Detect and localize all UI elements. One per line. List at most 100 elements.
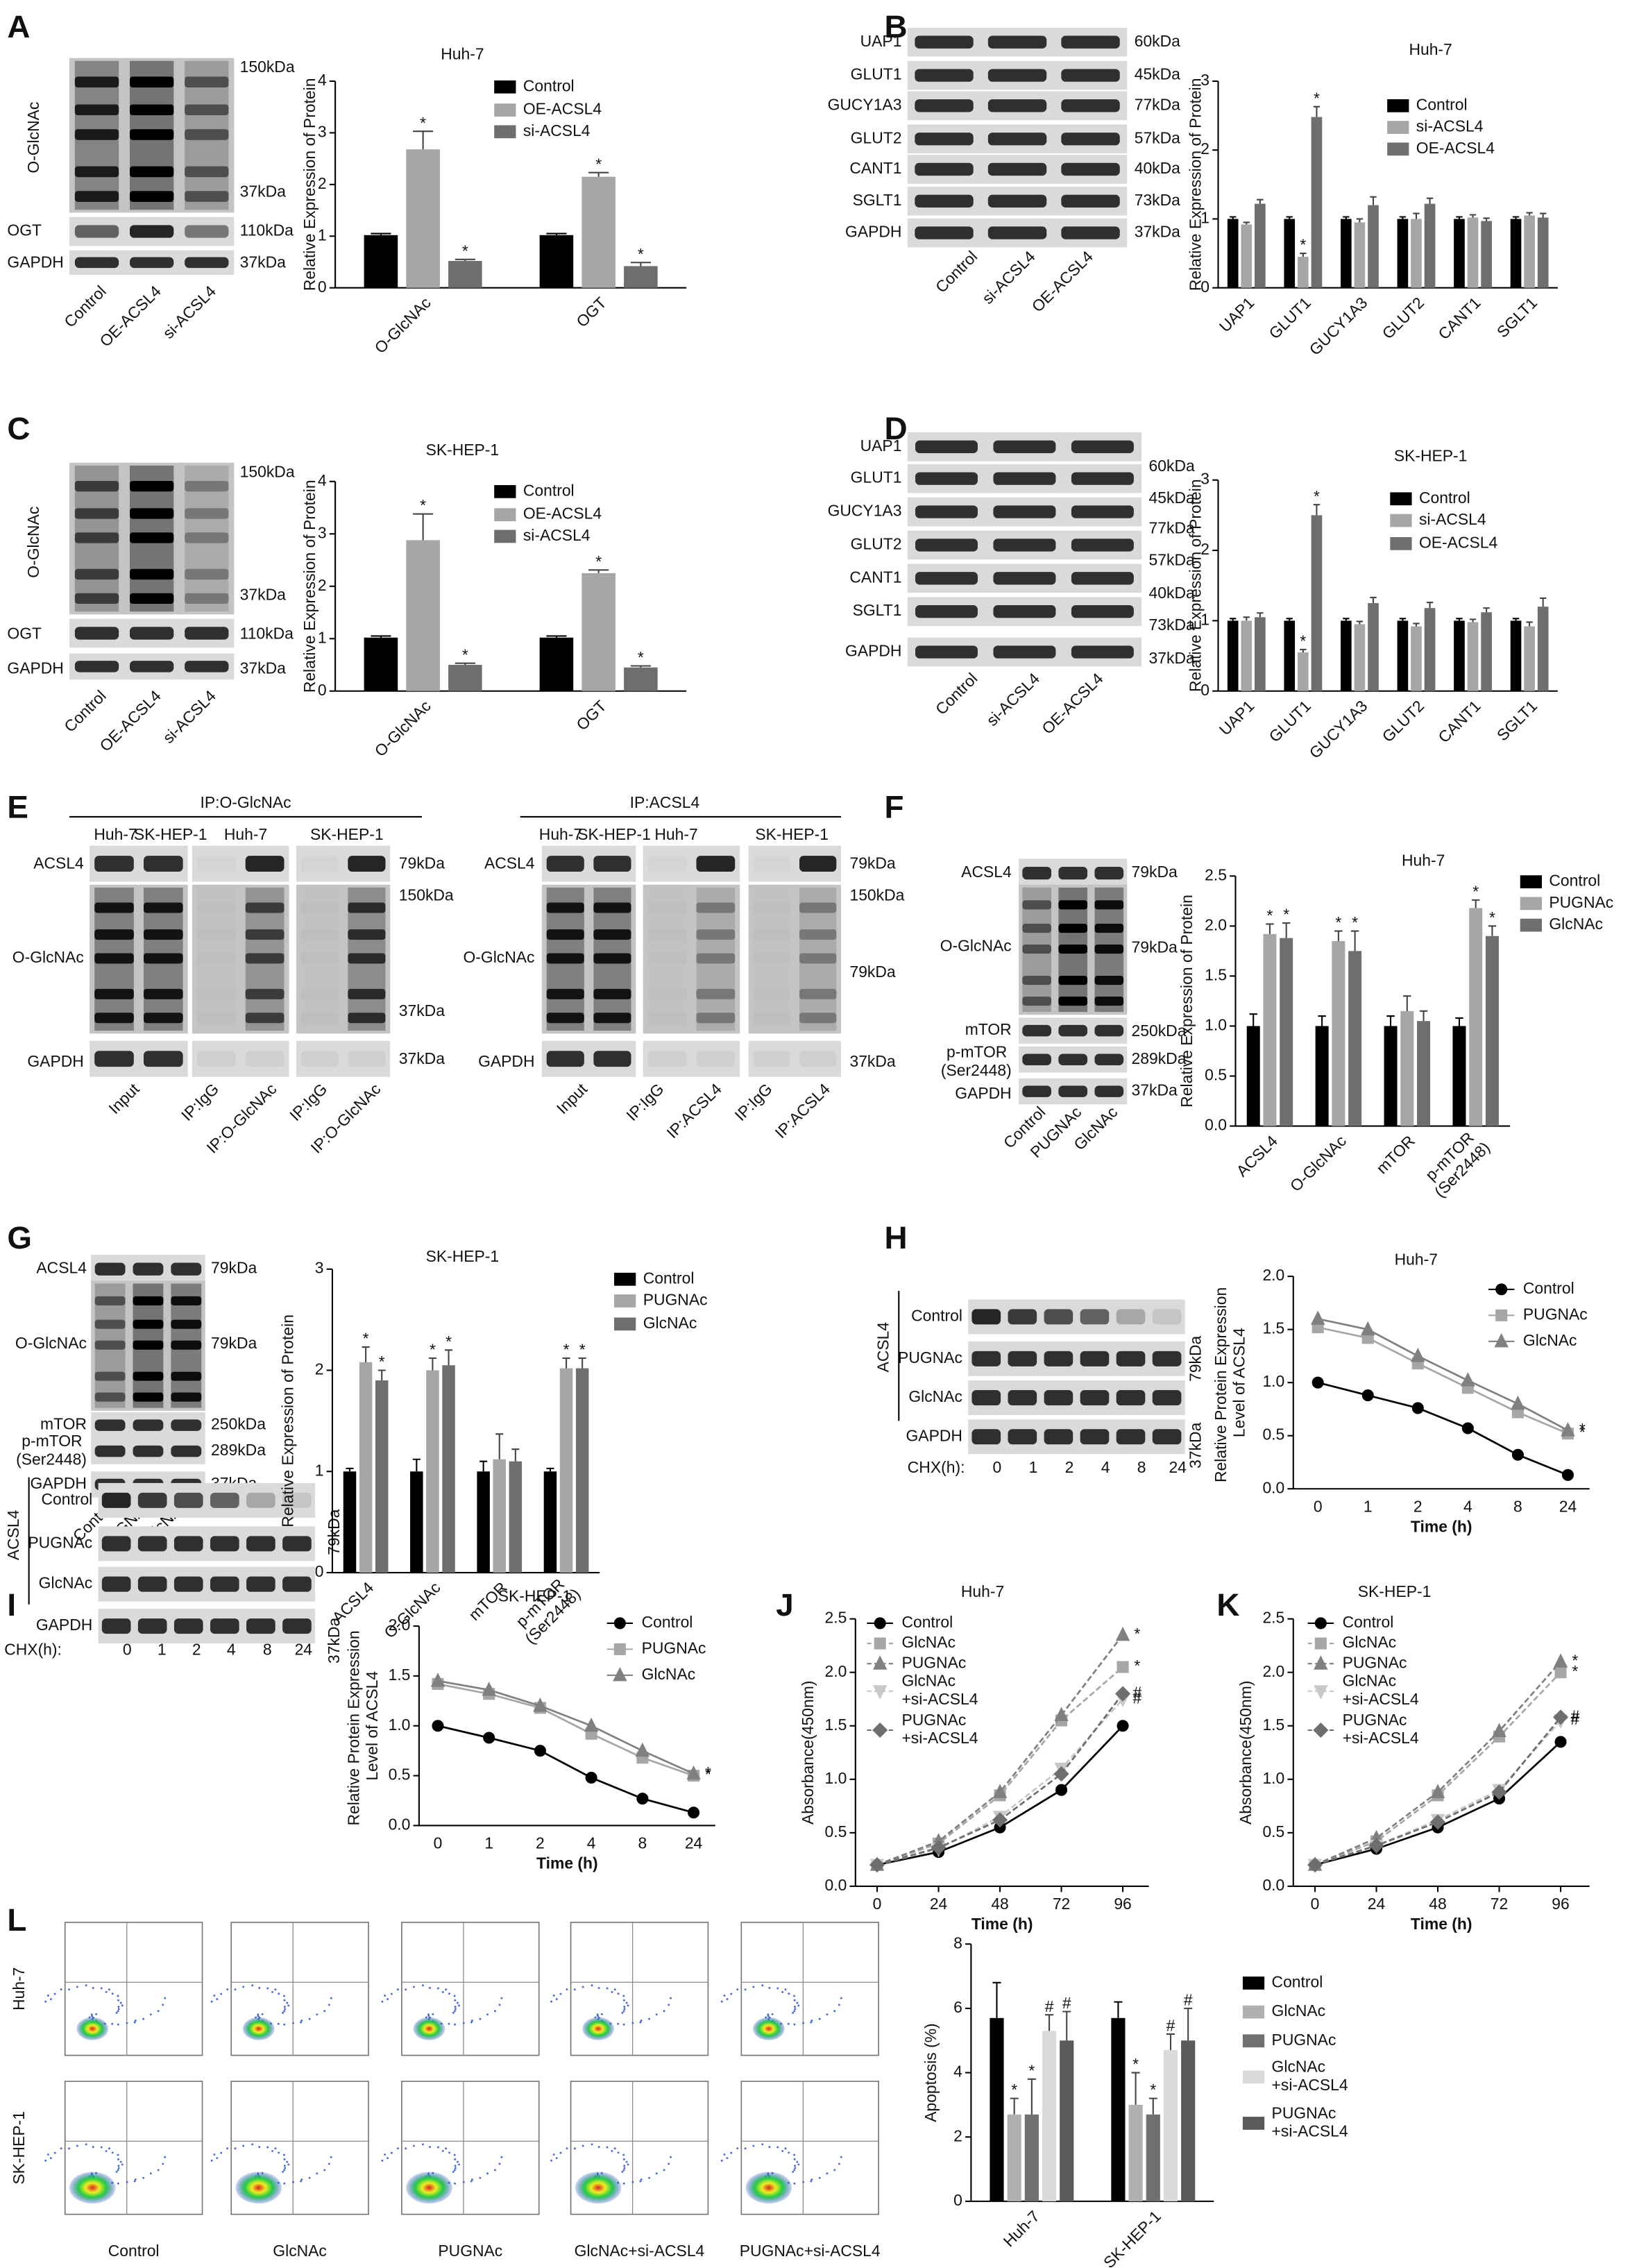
point [1511,1395,1525,1410]
column-label: SK-HEP-1 [755,825,829,843]
flow-dot [216,2157,219,2160]
blot-row-label: GlcNAc [908,1387,962,1405]
y-tick-label: 1 [1200,209,1209,227]
size-label: 79kDa [849,854,895,872]
error-bar [546,635,567,638]
blot-row-label: SGLT1 [853,191,902,209]
y-tick-label: 6 [953,1998,962,2016]
column-label: SK-HEP-1 [310,825,384,843]
blot-band [137,1492,167,1508]
flow-dot [452,2011,455,2014]
flow-dot [117,1999,119,2002]
blot-band [753,856,790,872]
blot-band [133,1445,164,1457]
flow-dot [723,1995,726,1997]
significance: * [1300,632,1306,650]
legend-label: GlcNAc [1272,2002,1326,2020]
significance: * [1150,2081,1156,2099]
x-tick-label: 48 [1429,1895,1446,1913]
blot-band [546,988,584,999]
x-tick-label: 0 [1314,1497,1323,1515]
flow-dot [92,2146,94,2149]
y-tick-label: 1 [318,628,327,646]
bar [1284,219,1296,288]
error-bar [1413,212,1420,219]
flow-dot [818,2176,821,2179]
flow-dot [405,2147,407,2150]
flow-dot [328,2004,330,2006]
bar [990,2017,1004,2201]
legend-label: GlcNAc [901,1633,956,1651]
legend-swatch [494,530,516,543]
significance: # [1045,1997,1054,2015]
y-tick-label: 4 [318,71,327,89]
bar [1024,2114,1039,2201]
flow-dot [793,1995,796,1997]
blot-band [348,856,386,872]
legend-label: si-ACSL4 [523,526,591,544]
blot-band [94,953,134,964]
blot-band [987,69,1047,82]
point [1411,1348,1425,1362]
blot-row-label: GAPDH [31,1474,87,1492]
blot-band [130,104,174,116]
point [533,1698,547,1712]
flow-dot [95,2013,98,2015]
flow-dot [663,2010,665,2013]
flow-column-label: GlcNAc [273,2242,327,2260]
flow-dot [117,2169,119,2172]
flow-dot [471,2178,473,2181]
error-bar [371,635,391,638]
flow-row-label: Huh-7 [10,1967,28,2011]
flow-dot [282,2011,284,2014]
blot-row-label: UAP1 [860,32,902,50]
y-tick-label: 2 [318,174,327,192]
flow-row-label: SK-HEP-1 [10,2111,28,2185]
legend-swatch [1242,1977,1265,1990]
blot-band [1094,1024,1124,1037]
significance: * [595,155,602,173]
point [584,1717,599,1732]
blot-target: ACSL4 [874,1322,892,1373]
blot-row-label: p-mTOR (Ser2448) [941,1043,1012,1079]
flow-dot [453,2153,456,2156]
chart-title: SK-HEP-1 [426,441,500,459]
blot-band [74,129,119,140]
error-bar [1469,618,1477,623]
significance: # [1133,1684,1142,1702]
size-label: 79kDa [211,1334,257,1352]
legend-swatch [1390,492,1412,506]
y-axis-label: Absorbance(450nm) [799,1681,817,1825]
flow-dot [794,2165,796,2167]
bar [624,266,658,288]
flow-dot [441,2149,444,2152]
flow-dot [133,2180,136,2183]
flow-dot [454,2008,457,2011]
flow-dot [555,1998,558,2001]
y-tick-label: 0 [315,1562,324,1580]
legend-swatch [1520,897,1542,911]
bar [359,1362,373,1573]
y-tick-label: 2 [318,576,327,594]
legend-label: Control [643,1269,695,1287]
flow-dot [597,2146,600,2149]
bar [1146,2114,1160,2201]
bar [375,1380,389,1573]
flow-dot [793,1999,796,2002]
error-bar [1426,601,1434,609]
blot-band [1058,1085,1088,1097]
error-bar [511,1448,520,1462]
blot-band [348,1013,386,1024]
blot-band [1061,99,1120,112]
flow-dot [622,2169,625,2172]
blot-row-label: GlcNAc [39,1574,93,1592]
blot-band [197,856,236,872]
blot-band [1094,944,1124,954]
blot-band [94,1392,126,1402]
lane-label: 24 [1169,1458,1187,1476]
error-bar [1282,922,1291,938]
significance: * [430,1341,436,1359]
blot-band [987,162,1047,176]
flow-dot [655,2013,658,2016]
